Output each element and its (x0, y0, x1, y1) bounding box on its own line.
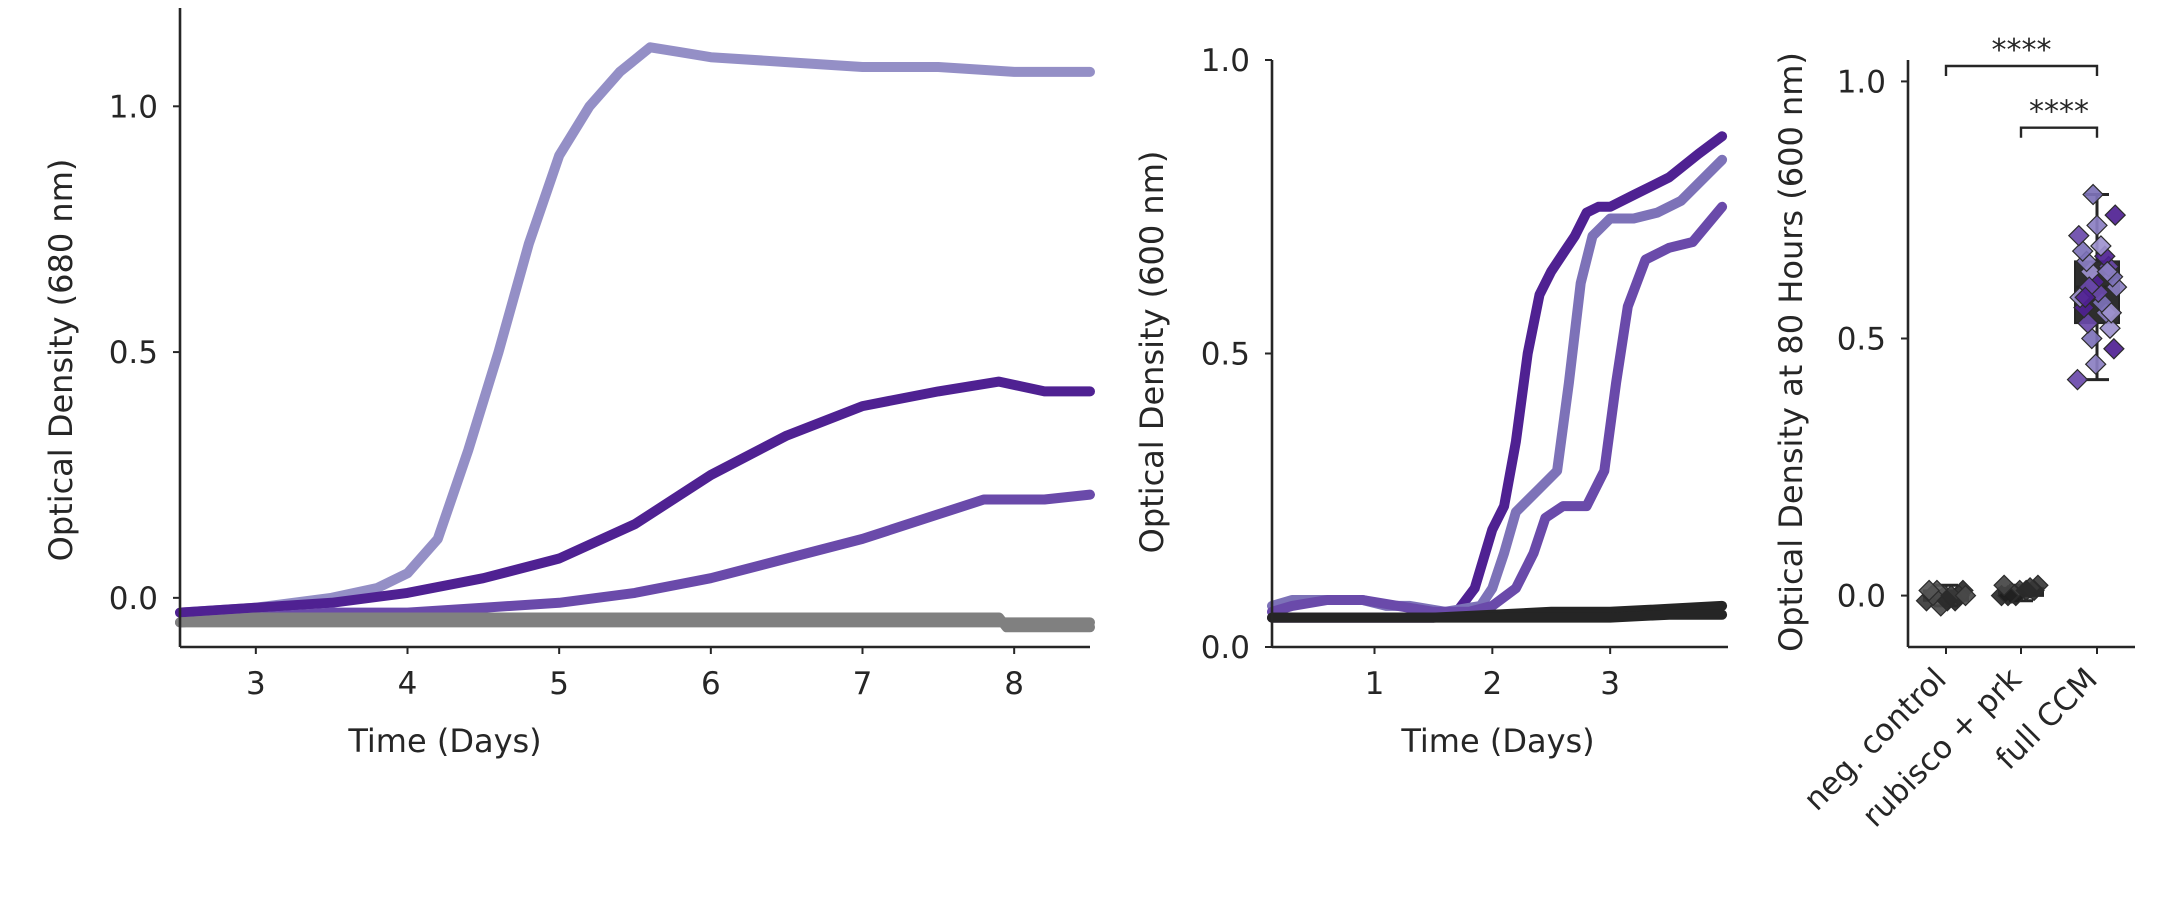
data-point (2066, 368, 2089, 391)
data-point (2096, 260, 2119, 283)
x-tick-label: 3 (246, 666, 266, 702)
y-tick-label: 1.0 (109, 89, 158, 125)
axes: 1 2 3 0.0 0.5 1.0 (1201, 43, 1728, 702)
significance-layer: **** **** (1944, 33, 2099, 138)
x-tick-label: 7 (853, 666, 873, 702)
x-tick-label: 2 (1482, 666, 1502, 702)
x-tick-label: 1 (1365, 666, 1385, 702)
significance-bracket (1944, 64, 2099, 76)
data-point (2100, 301, 2123, 324)
y-tick-label: 0.5 (1201, 337, 1250, 373)
data-point (2103, 337, 2125, 360)
growth-chart-600nm: 1 2 3 0.0 0.5 1.0 Time (Days) Optical Density… (1133, 43, 1728, 760)
data-point (1993, 574, 2015, 597)
data-point (1918, 579, 1940, 602)
series-layer (175, 42, 1095, 633)
axes: 3 4 5 6 7 8 0.0 0.5 1.0 (109, 8, 1090, 702)
data-point (2090, 235, 2112, 257)
y-axis-label: Optical Density (680 nm) (42, 159, 80, 562)
y-tick-label: 1.0 (1201, 43, 1250, 79)
x-tick-label: 8 (1004, 666, 1024, 702)
series-line-1 (175, 42, 1095, 618)
series-line-3 (1267, 201, 1728, 617)
series-line-5 (175, 612, 1095, 633)
series-line-2 (1267, 154, 1728, 617)
data-point (2067, 224, 2090, 247)
y-tick-label: 0.0 (1201, 630, 1250, 666)
y-tick-label: 0.0 (109, 581, 158, 617)
data-point (2099, 317, 2121, 340)
data-point (2084, 353, 2107, 376)
growth-chart-680nm: 3 4 5 6 7 8 0.0 0.5 1.0 Time (Days) Optical Dens… (42, 8, 1095, 760)
data-point (2077, 312, 2099, 334)
significance-label: **** (2029, 95, 2089, 130)
series-line-2 (175, 376, 1095, 618)
x-tick-label: 6 (701, 666, 721, 702)
data-point (2080, 327, 2103, 350)
point-layer (1915, 183, 2128, 617)
data-point (2082, 183, 2104, 206)
significance-bracket (2019, 126, 2099, 138)
data-point (1936, 589, 1959, 612)
significance-label: **** (1992, 33, 2052, 68)
data-point (2104, 204, 2127, 226)
series-line-5 (1267, 609, 1728, 623)
series-layer (1267, 131, 1728, 623)
x-axis-label: Time (Days) (347, 722, 541, 760)
y-tick-label: 1.0 (1837, 64, 1886, 100)
y-tick-label: 0.0 (1837, 579, 1886, 615)
y-tick-label: 0.5 (109, 335, 158, 371)
y-axis-label: Optical Density (600 nm) (1133, 151, 1171, 554)
data-point (2086, 214, 2108, 237)
x-tick-label: 3 (1600, 666, 1620, 702)
x-tick-label: 5 (549, 666, 569, 702)
x-axis-label: Time (Days) (1400, 722, 1594, 760)
x-tick-label: 4 (398, 666, 418, 702)
data-point (2071, 240, 2094, 262)
y-tick-label: 0.5 (1837, 322, 1886, 358)
data-point (2074, 286, 2097, 309)
data-point (1954, 584, 1977, 607)
y-axis-label: Optical Density at 80 Hours (600 nm) (1772, 52, 1810, 652)
data-point (2015, 579, 2038, 602)
